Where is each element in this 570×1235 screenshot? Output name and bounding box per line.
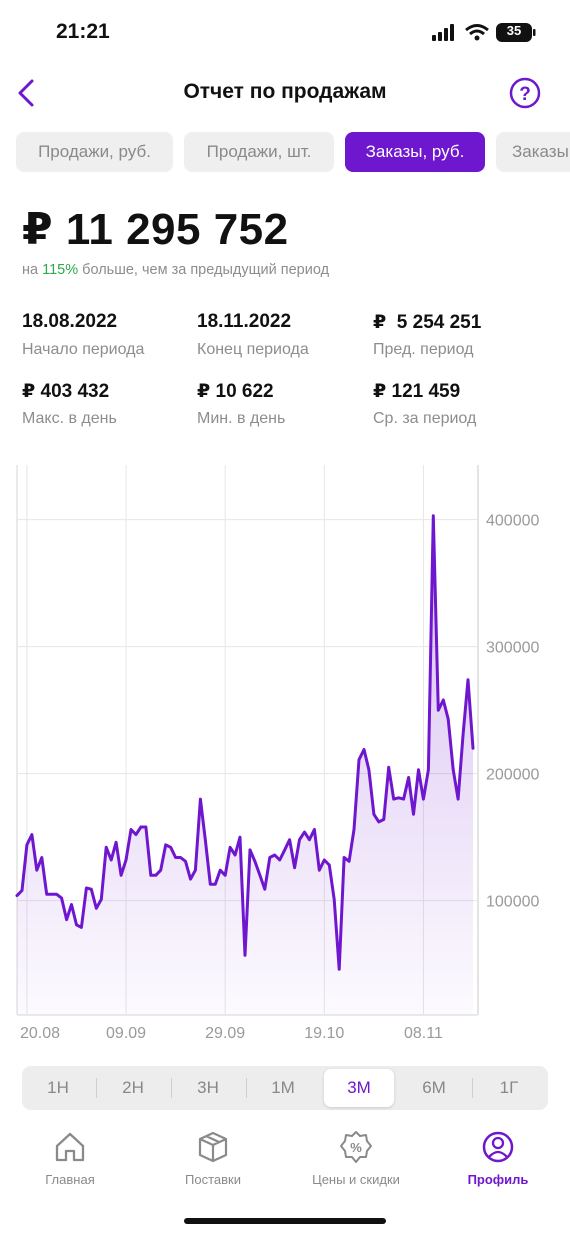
nav-label: Профиль xyxy=(467,1172,529,1187)
nav-item[interactable]: Главная xyxy=(0,1130,140,1187)
nav-icon xyxy=(482,1131,514,1163)
nav-item[interactable]: % Цены и скидки xyxy=(286,1130,426,1187)
nav-label: Цены и скидки xyxy=(312,1172,400,1187)
nav-icon xyxy=(198,1131,228,1163)
total-value: ₽ 11 295 752 xyxy=(22,205,289,254)
separator xyxy=(472,1078,473,1098)
stat-value: ₽ 403 432 xyxy=(22,381,110,402)
x-tick-label: 08.11 xyxy=(404,1025,443,1042)
comparison-percent: 115% xyxy=(42,262,79,278)
separator xyxy=(96,1078,97,1098)
nav-icon: % xyxy=(340,1131,372,1163)
period[interactable]: 1Н xyxy=(47,1078,69,1097)
period[interactable]: 2Н xyxy=(122,1078,144,1097)
nav-label: Главная xyxy=(45,1172,95,1187)
stat-value: ₽ 5 254 251 xyxy=(373,312,482,333)
y-tick-label: 200000 xyxy=(486,767,539,784)
stat-label: Начало периода xyxy=(22,341,145,358)
area xyxy=(17,515,473,1015)
stat-label: Конец периода xyxy=(197,341,309,358)
stat-value: ₽ 10 622 xyxy=(197,381,274,402)
comparison-suffix: больше, чем за предыдущий период xyxy=(82,262,330,278)
status-time: 21:21 xyxy=(56,20,110,43)
status-icons xyxy=(432,23,536,42)
period[interactable]: 1М xyxy=(271,1078,295,1097)
stat-label: Ср. за период xyxy=(373,410,477,427)
comparison: на 115% больше, чем за предыдущий период xyxy=(22,262,329,278)
help-button[interactable]: ? xyxy=(508,76,542,110)
tab[interactable]: Продажи, руб. xyxy=(16,132,173,172)
x-tick-label: 20.08 xyxy=(20,1025,60,1042)
period[interactable]: 1Г xyxy=(499,1078,519,1097)
period-selector: 1Н 2Н 3Н 1М 3М 6М 1Г xyxy=(22,1066,548,1110)
stat-value: ₽ 121 459 xyxy=(373,381,461,402)
stat-label: Макс. в день xyxy=(22,410,117,427)
separator xyxy=(246,1078,247,1098)
nav-item[interactable]: Поставки xyxy=(143,1130,283,1187)
home-indicator xyxy=(184,1218,386,1224)
nav-label: Поставки xyxy=(185,1172,241,1187)
tab[interactable]: Продажи, шт. xyxy=(184,132,334,172)
svg-text:?: ? xyxy=(519,84,531,105)
stat-value: 18.08.2022 xyxy=(22,311,118,332)
back-button[interactable] xyxy=(14,78,38,108)
stat-label: Пред. период xyxy=(373,341,474,358)
period[interactable]: 3М xyxy=(324,1069,394,1107)
x-tick-label: 29.09 xyxy=(205,1025,245,1042)
y-tick-label: 100000 xyxy=(486,894,539,911)
stat-label: Мин. в день xyxy=(197,410,286,427)
y-tick-label: 400000 xyxy=(486,513,539,530)
x-tick-label: 09.09 xyxy=(106,1025,146,1042)
page-title: Отчет по продажам xyxy=(183,80,387,103)
stat-value: 18.11.2022 xyxy=(197,311,292,332)
nav-item[interactable]: Профиль xyxy=(428,1130,568,1187)
period[interactable]: 3Н xyxy=(197,1078,219,1097)
comparison-prefix: на xyxy=(22,262,39,278)
y-tick-label: 300000 xyxy=(486,640,539,657)
separator xyxy=(171,1078,172,1098)
svg-text:%: % xyxy=(350,1140,362,1155)
tab[interactable]: Заказы xyxy=(496,132,570,172)
period[interactable]: 6М xyxy=(422,1078,446,1097)
tab[interactable]: Заказы, руб. xyxy=(345,132,485,172)
chart: 100000 200000 300000 400000 20.08 09.09 29.09 1… xyxy=(15,465,539,1042)
battery-level: 35 xyxy=(506,23,522,38)
line xyxy=(15,514,475,971)
x-tick-label: 19.10 xyxy=(304,1025,344,1042)
nav-icon xyxy=(55,1132,85,1162)
